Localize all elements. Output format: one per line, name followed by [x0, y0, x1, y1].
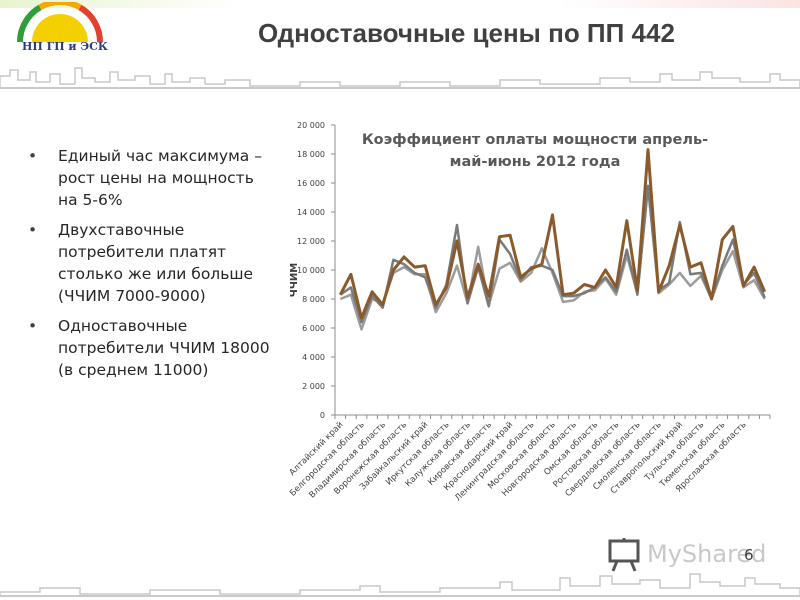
top-decorative-band	[0, 0, 800, 8]
bullet-item: Одноставочные потребители ЧЧИМ 18000 (в …	[28, 315, 278, 381]
y-tick-label: 6 000	[302, 324, 325, 333]
y-tick-label: 0	[320, 411, 325, 420]
city-skyline-bottom	[0, 573, 800, 597]
logo	[10, 0, 110, 60]
series-line-3	[338, 148, 767, 320]
line-chart: 0 2 000 4 000 6 000 8 000 10 000 12 000 14 000 1…	[288, 121, 771, 503]
presentation-board-icon	[608, 538, 640, 572]
y-tick-label: 16 000	[297, 179, 325, 188]
y-tick-label: 10 000	[297, 266, 325, 275]
city-skyline-top	[0, 67, 800, 89]
series-line-2	[339, 184, 766, 324]
chart-title-line: май-июнь 2012 года	[450, 154, 621, 170]
y-tick-label: 2 000	[302, 382, 325, 391]
slide-title: Одноставочные цены по ПП 442	[258, 18, 675, 48]
bullet-item: Единый час максимума – рост цены на мощн…	[28, 145, 278, 211]
y-tick-label: 4 000	[302, 353, 325, 362]
sun-logo-icon	[17, 0, 103, 43]
logo-text: НП ГП и ЭСК	[22, 40, 108, 53]
y-tick-label: 20 000	[297, 121, 325, 130]
bullet-item: Двухставочные потребители платят столько…	[28, 219, 278, 307]
chart-title-line: Коэффициент оплаты мощности апрель-	[362, 132, 708, 148]
y-tick-label: 12 000	[297, 237, 325, 246]
page-number: 6	[744, 546, 754, 564]
y-tick-label: 18 000	[297, 150, 325, 159]
watermark: MyShared	[607, 538, 766, 576]
y-axis-title: ЧЧИМ	[289, 263, 300, 298]
y-tick-label: 14 000	[297, 208, 325, 217]
watermark-text: MyShared	[647, 540, 767, 568]
y-tick-label: 8 000	[302, 295, 325, 304]
bullet-list: Единый час максимума – рост цены на мощн…	[28, 145, 278, 389]
